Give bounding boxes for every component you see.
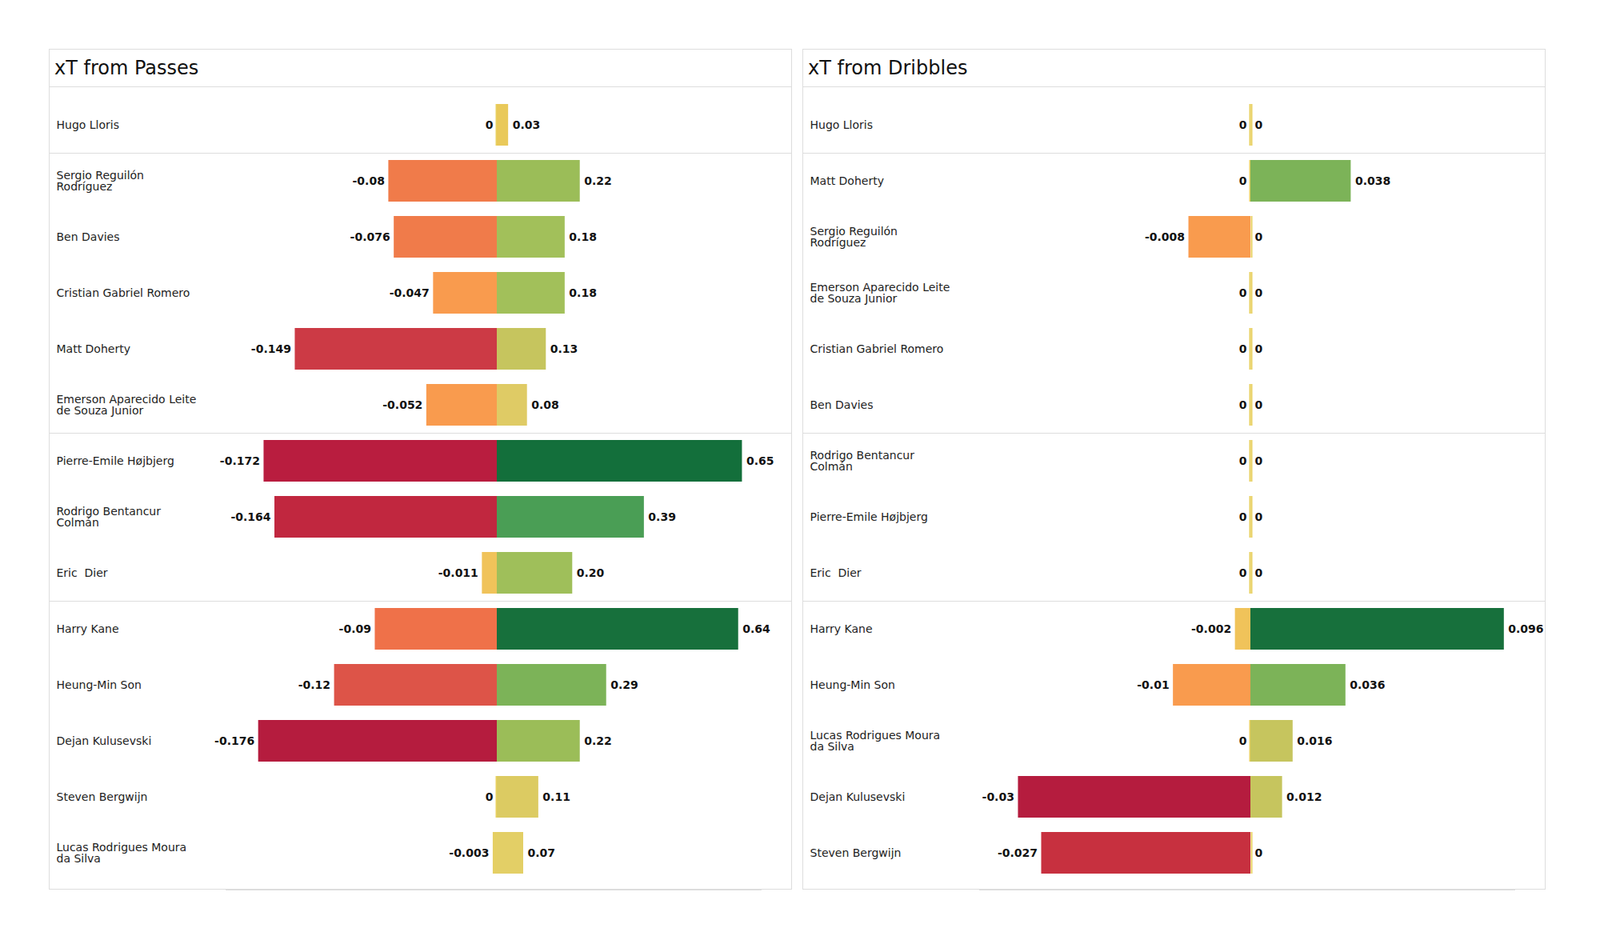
svg-text:0.18: 0.18 — [568, 286, 597, 300]
svg-text:Lucas Rodrigues Mourada Silva: Lucas Rodrigues Mourada Silva — [56, 840, 188, 865]
svg-text:0.22: 0.22 — [584, 734, 612, 748]
svg-text:-0.047: -0.047 — [389, 286, 430, 300]
svg-text:0: 0 — [1239, 286, 1248, 300]
svg-text:-0.003: -0.003 — [448, 846, 489, 860]
svg-text:0.20: 0.20 — [576, 566, 605, 580]
svg-text:Emerson Aparecido Leitede Souz: Emerson Aparecido Leitede Souza Junior — [56, 392, 197, 417]
svg-text:-0.172: -0.172 — [220, 454, 260, 468]
svg-text:Heung-Min Son: Heung-Min Son — [810, 678, 896, 692]
svg-text:0.03: 0.03 — [512, 118, 541, 132]
svg-text:-0.01: -0.01 — [1136, 678, 1169, 692]
svg-text:Steven Bergwijn: Steven Bergwijn — [56, 790, 148, 804]
svg-text:0: 0 — [1239, 454, 1248, 468]
svg-text:0: 0 — [1239, 398, 1248, 412]
svg-text:-0.027: -0.027 — [997, 846, 1038, 860]
svg-text:0.016: 0.016 — [1296, 734, 1332, 748]
svg-text:0: 0 — [1239, 174, 1248, 188]
svg-text:0.29: 0.29 — [610, 678, 639, 692]
svg-text:Rodrigo BentancurColmán: Rodrigo BentancurColmán — [56, 504, 162, 529]
svg-text:0: 0 — [485, 790, 494, 804]
svg-text:0.08: 0.08 — [531, 398, 560, 412]
svg-text:Heung-Min Son: Heung-Min Son — [56, 678, 142, 692]
svg-text:-0.176: -0.176 — [214, 734, 255, 748]
svg-text:0: 0 — [1239, 510, 1248, 524]
svg-text:Sergio ReguilónRodríguez: Sergio ReguilónRodríguez — [56, 168, 145, 193]
svg-text:0: 0 — [485, 118, 494, 132]
svg-text:Steven Bergwijn: Steven Bergwijn — [810, 846, 902, 860]
svg-text:0: 0 — [1255, 846, 1264, 860]
svg-text:0: 0 — [1255, 286, 1264, 300]
svg-text:Hugo Lloris: Hugo Lloris — [810, 118, 874, 132]
svg-text:0: 0 — [1239, 566, 1248, 580]
svg-text:0.036: 0.036 — [1349, 678, 1385, 692]
svg-text:-0.08: -0.08 — [352, 174, 385, 188]
svg-text:0.012: 0.012 — [1286, 790, 1322, 804]
svg-text:0.39: 0.39 — [648, 510, 676, 524]
svg-text:Matt Doherty: Matt Doherty — [56, 342, 131, 356]
svg-text:0: 0 — [1255, 510, 1264, 524]
svg-text:-0.164: -0.164 — [230, 510, 271, 524]
svg-text:0: 0 — [1239, 734, 1248, 748]
svg-text:-0.03: -0.03 — [982, 790, 1015, 804]
svg-text:-0.12: -0.12 — [298, 678, 331, 692]
svg-text:Matt Doherty: Matt Doherty — [810, 174, 884, 188]
svg-text:Harry Kane: Harry Kane — [810, 622, 873, 636]
svg-text:Dejan Kulusevski: Dejan Kulusevski — [810, 790, 906, 804]
svg-text:0: 0 — [1255, 230, 1264, 244]
svg-text:0.22: 0.22 — [584, 174, 612, 188]
svg-text:-0.052: -0.052 — [382, 398, 423, 412]
svg-text:0.64: 0.64 — [742, 622, 771, 636]
svg-text:-0.149: -0.149 — [251, 342, 292, 356]
svg-text:-0.002: -0.002 — [1191, 622, 1232, 636]
svg-text:0.038: 0.038 — [1355, 174, 1391, 188]
svg-text:Eric Dier: Eric Dier — [56, 566, 108, 580]
svg-text:Pierre-Emile Højbjerg: Pierre-Emile Højbjerg — [56, 454, 175, 468]
svg-text:Pierre-Emile Højbjerg: Pierre-Emile Højbjerg — [810, 510, 928, 524]
svg-text:0.07: 0.07 — [528, 846, 556, 860]
html-text:xT from Passes: xT from Passes — [54, 56, 199, 80]
svg-text:0: 0 — [1255, 566, 1264, 580]
svg-text:0: 0 — [1255, 118, 1264, 132]
svg-text:Rodrigo BentancurColmán: Rodrigo BentancurColmán — [810, 448, 916, 473]
svg-text:0: 0 — [1255, 342, 1264, 356]
svg-text:0.11: 0.11 — [542, 790, 571, 804]
svg-text:0: 0 — [1255, 398, 1264, 412]
svg-text:0: 0 — [1239, 342, 1248, 356]
svg-text:Cristian Gabriel Romero: Cristian Gabriel Romero — [810, 342, 944, 356]
svg-text:Emerson Aparecido Leitede Souz: Emerson Aparecido Leitede Souza Junior — [810, 280, 951, 305]
svg-text:Eric Dier: Eric Dier — [810, 566, 862, 580]
svg-text:Ben Davies: Ben Davies — [810, 398, 874, 412]
html-text:xT from Dribbles: xT from Dribbles — [808, 56, 968, 80]
svg-text:-0.076: -0.076 — [350, 230, 391, 244]
svg-text:0.13: 0.13 — [550, 342, 579, 356]
svg-text:Lucas Rodrigues Mourada Silva: Lucas Rodrigues Mourada Silva — [810, 728, 941, 753]
svg-text:Dejan Kulusevski: Dejan Kulusevski — [56, 734, 152, 748]
svg-text:-0.09: -0.09 — [339, 622, 372, 636]
svg-text:Ben Davies: Ben Davies — [56, 230, 120, 244]
svg-text:Sergio ReguilónRodríguez: Sergio ReguilónRodríguez — [810, 224, 899, 249]
svg-text:Harry Kane: Harry Kane — [56, 622, 120, 636]
svg-text:Cristian Gabriel Romero: Cristian Gabriel Romero — [56, 286, 191, 300]
svg-text:0: 0 — [1239, 118, 1248, 132]
svg-text:-0.011: -0.011 — [438, 566, 479, 580]
svg-text:0.65: 0.65 — [746, 454, 775, 468]
svg-text:0: 0 — [1255, 454, 1264, 468]
svg-text:Hugo Lloris: Hugo Lloris — [56, 118, 120, 132]
svg-text:-0.008: -0.008 — [1144, 230, 1185, 244]
svg-text:0.18: 0.18 — [568, 230, 597, 244]
svg-text:0.096: 0.096 — [1508, 622, 1544, 636]
